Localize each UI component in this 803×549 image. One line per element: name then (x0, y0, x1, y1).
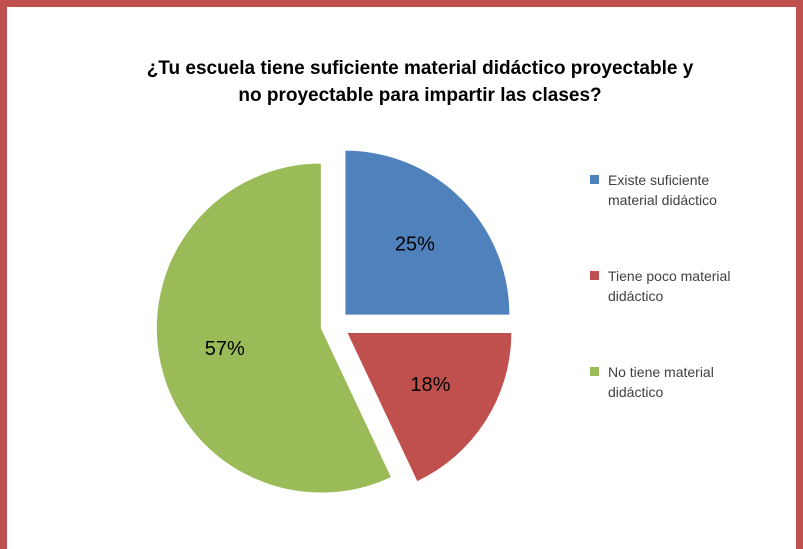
data-label: 18% (410, 374, 450, 396)
pie-slice (155, 162, 393, 494)
legend-swatch (590, 271, 599, 280)
data-label: 57% (205, 338, 245, 360)
data-label: 25% (395, 233, 435, 255)
pie-slice (344, 149, 511, 316)
legend-entry: Tiene poco material didáctico (590, 266, 760, 306)
legend-entry: Existe suficiente material didáctico (590, 170, 760, 210)
legend-label: Existe suficiente material didáctico (608, 172, 717, 208)
chart-title: ¿Tu escuela tiene suficiente material di… (147, 58, 694, 79)
legend-swatch (590, 175, 599, 184)
legend-swatch (590, 367, 599, 376)
legend-label: No tiene material didáctico (608, 364, 714, 400)
chart-title: no proyectable para impartir las clases? (238, 85, 601, 106)
legend-entry: No tiene material didáctico (590, 362, 760, 402)
legend-label: Tiene poco material didáctico (608, 268, 731, 304)
pie-slice (346, 332, 513, 483)
